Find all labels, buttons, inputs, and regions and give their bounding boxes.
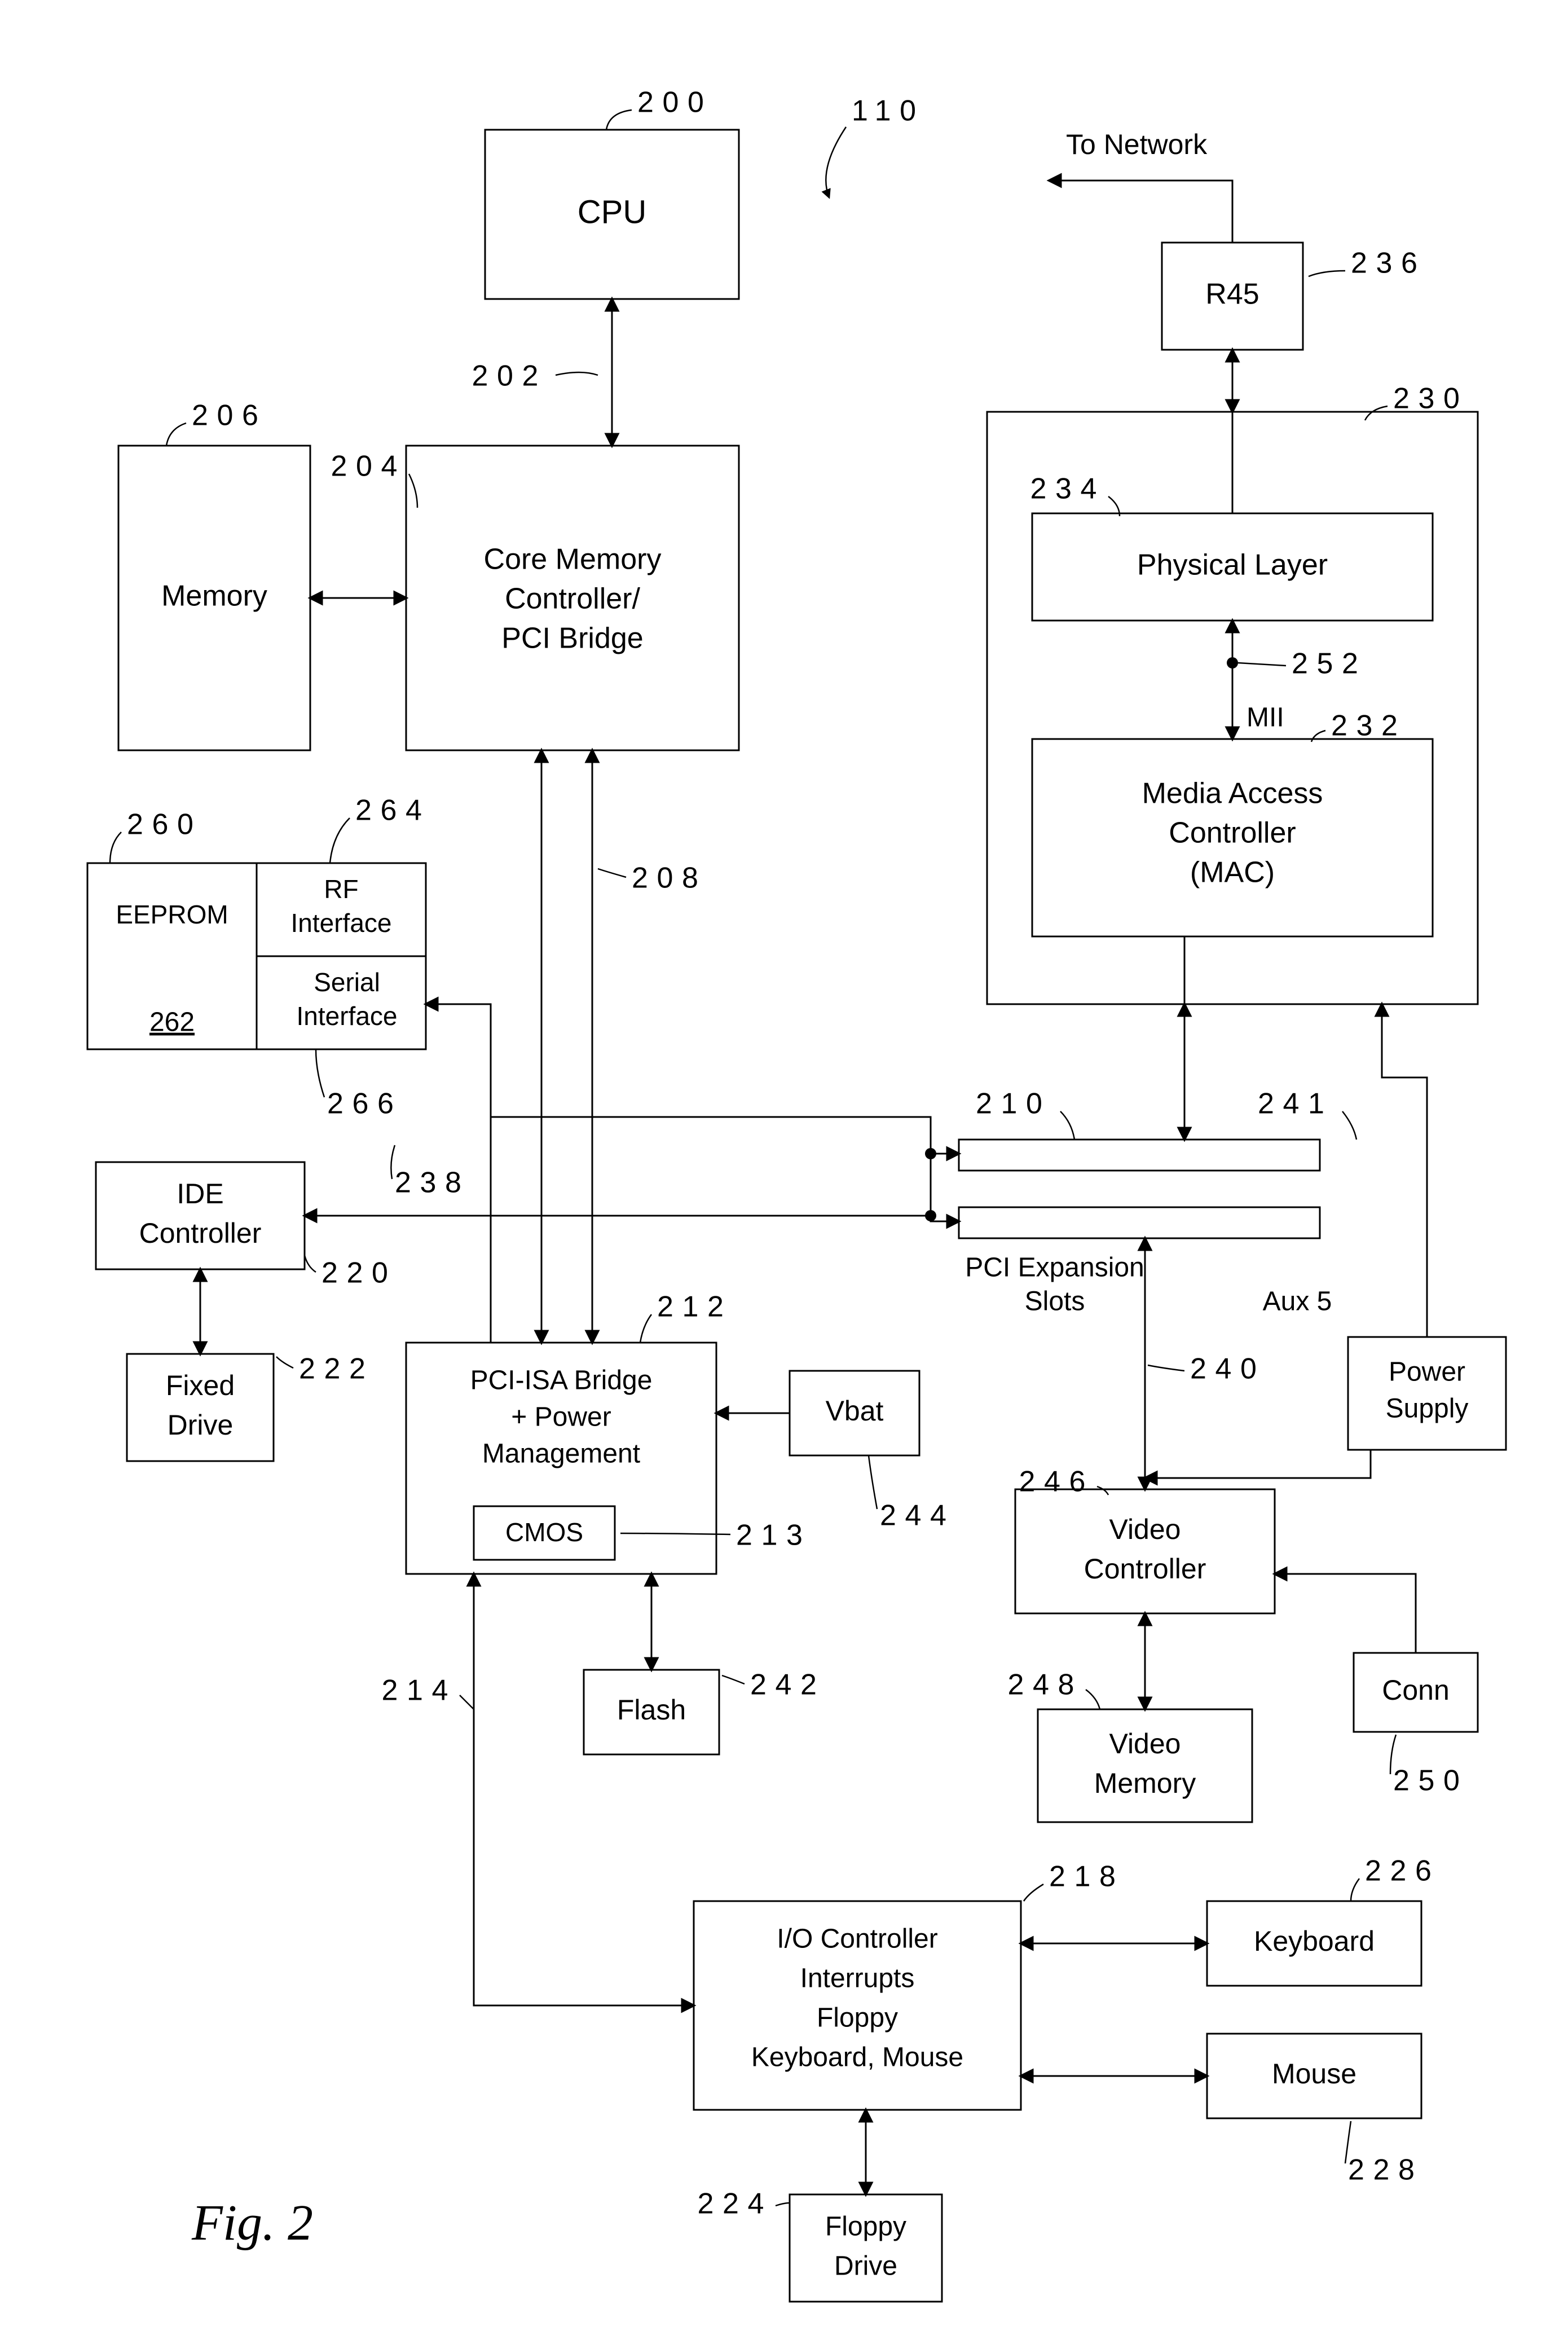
ref-246: 246: [1019, 1466, 1094, 1498]
ref-248: 248: [1007, 1669, 1083, 1701]
keyboard-label: Keyboard: [1254, 1925, 1375, 1957]
serif-l2: Interface: [297, 1001, 398, 1031]
rfif-l1: RF: [324, 874, 358, 904]
cmos-label: CMOS: [505, 1518, 583, 1547]
video-l1: Video: [1109, 1514, 1181, 1545]
figure-label: Fig. 2: [191, 2195, 313, 2251]
ref-224: 224: [697, 2188, 773, 2220]
ioctl-l1: I/O Controller: [777, 1924, 937, 1954]
power-l2: Supply: [1386, 1394, 1469, 1424]
mii-label: MII: [1247, 703, 1284, 733]
conn-label: Conn: [1382, 1674, 1450, 1706]
vmem-l1: Video: [1109, 1728, 1181, 1760]
cpu-label: CPU: [578, 193, 646, 230]
serif-l1: Serial: [314, 967, 380, 997]
slots-l1: PCI Expansion: [965, 1253, 1144, 1283]
flash-label: Flash: [617, 1694, 686, 1726]
ref-212: 212: [657, 1291, 733, 1323]
ref-252: 252: [1292, 648, 1367, 680]
ref-206: 206: [192, 399, 267, 432]
slots-l2: Slots: [1025, 1287, 1085, 1317]
vbat-label: Vbat: [826, 1395, 884, 1427]
power-l1: Power: [1389, 1357, 1465, 1387]
ioctl-l4: Keyboard, Mouse: [751, 2043, 963, 2073]
ref-232: 232: [1331, 710, 1407, 742]
mac-l2: Controller: [1169, 817, 1296, 850]
floppy-l1: Floppy: [825, 2212, 906, 2242]
pciisa-l1: PCI-ISA Bridge: [470, 1366, 653, 1396]
ref-234: 234: [1030, 473, 1105, 505]
ref-222: 222: [299, 1353, 375, 1385]
mac-l3: (MAC): [1190, 856, 1275, 889]
ide-l1: IDE: [177, 1178, 223, 1209]
ref-220: 220: [321, 1257, 397, 1290]
pciisa-l3: Management: [482, 1439, 640, 1469]
aux5-label: Aux 5: [1263, 1287, 1332, 1317]
ref-208: 208: [632, 862, 707, 895]
ref-202: 202: [472, 360, 547, 393]
ref-213: 213: [736, 1519, 812, 1552]
ref-218: 218: [1049, 1860, 1125, 1893]
ref-241: 241: [1258, 1088, 1333, 1120]
ref-228: 228: [1348, 2154, 1424, 2187]
phy-label: Physical Layer: [1137, 549, 1328, 582]
ref-264: 264: [355, 794, 431, 827]
ide-l2: Controller: [139, 1217, 262, 1249]
fixed-l1: Fixed: [166, 1370, 235, 1401]
floppy-l2: Drive: [834, 2251, 897, 2281]
ref-204: 204: [331, 450, 406, 483]
fixed-l2: Drive: [168, 1409, 234, 1441]
core-l2: Controller/: [505, 583, 640, 615]
ref-242: 242: [750, 1669, 826, 1701]
ref-244: 244: [880, 1499, 955, 1532]
mouse-label: Mouse: [1272, 2058, 1356, 2090]
ioctl-l2: Interrupts: [800, 1964, 915, 1994]
video-l2: Controller: [1084, 1553, 1206, 1585]
ref-236: 236: [1351, 247, 1426, 280]
mac-l1: Media Access: [1142, 777, 1323, 810]
video-node: [1015, 1489, 1275, 1613]
ref-226: 226: [1365, 1855, 1441, 1888]
eeprom-262: 262: [149, 1008, 195, 1037]
vmem-l2: Memory: [1094, 1767, 1196, 1799]
memory-label: Memory: [161, 580, 267, 613]
ref-110: 110: [852, 95, 925, 127]
ioctl-l3: Floppy: [817, 2003, 898, 2033]
ref-210: 210: [976, 1088, 1051, 1120]
floppy-node: [790, 2194, 942, 2302]
ref-200: 200: [637, 86, 713, 119]
ref-266: 266: [327, 1088, 403, 1120]
vmem-node: [1038, 1709, 1252, 1822]
pciisa-l2: + Power: [511, 1402, 611, 1432]
core-l1: Core Memory: [484, 543, 662, 576]
to-network-label: To Network: [1066, 129, 1208, 160]
slot1: [959, 1140, 1320, 1171]
rfif-l2: Interface: [291, 908, 392, 938]
slot2: [959, 1207, 1320, 1238]
ref-260: 260: [127, 808, 202, 841]
ref-250: 250: [1393, 1765, 1469, 1797]
r45-label: R45: [1205, 278, 1259, 311]
ref-230: 230: [1393, 382, 1469, 415]
eeprom-label: EEPROM: [116, 900, 228, 929]
ref-214: 214: [381, 1674, 457, 1707]
core-l3: PCI Bridge: [501, 622, 643, 655]
ref-240: 240: [1190, 1353, 1266, 1385]
ref-238: 238: [395, 1167, 470, 1199]
